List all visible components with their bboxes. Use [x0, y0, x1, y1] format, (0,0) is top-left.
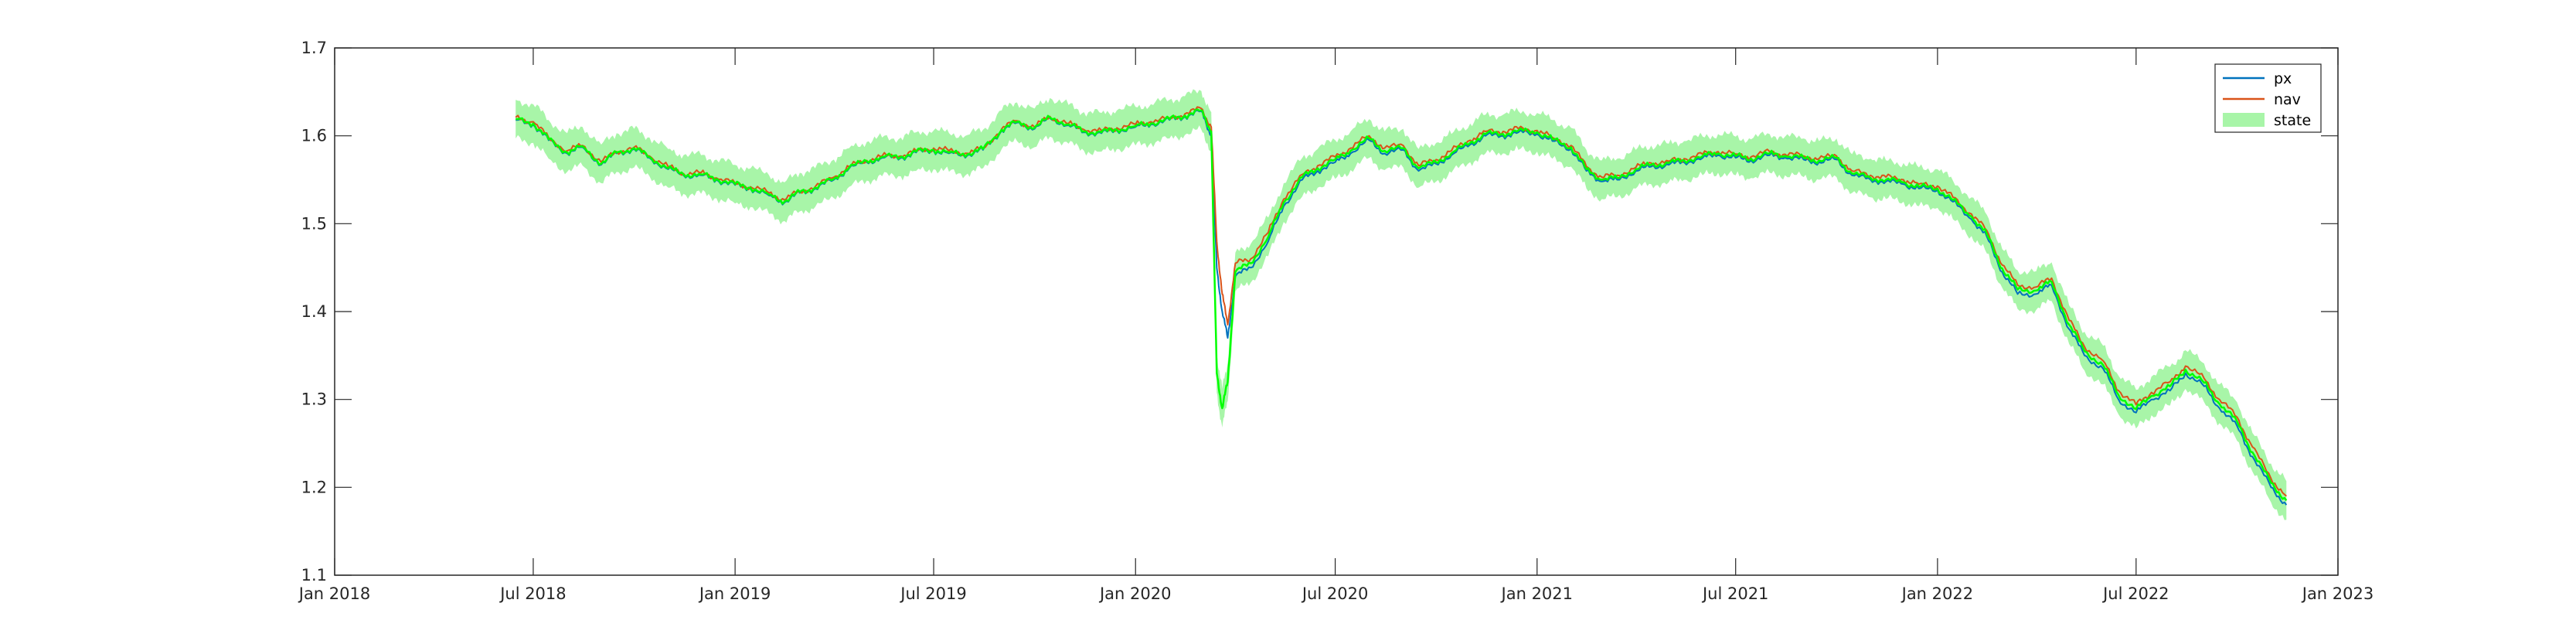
y-tick-label: 1.1 [301, 566, 327, 584]
y-tick-label: 1.7 [301, 39, 327, 57]
x-tick-label: Jan 2019 [698, 584, 771, 603]
x-tick-label: Jul 2022 [2101, 584, 2169, 603]
legend-label-nav: nav [2274, 91, 2301, 108]
x-tick-label: Jan 2021 [1500, 584, 1574, 603]
x-tick-label: Jul 2020 [1301, 584, 1368, 603]
y-axis: 1.1 1.2 1.3 1.4 1.5 1.6 1.7 [301, 39, 2338, 584]
legend: px nav state [2214, 63, 2322, 133]
y-tick-label: 1.2 [301, 478, 327, 496]
x-tick-label: Jan 2018 [298, 584, 371, 603]
x-tick-label: Jul 2018 [499, 584, 566, 603]
x-axis: Jan 2018 Jul 2018 Jan 2019 Jul 2019 Jan 2020… [298, 48, 2374, 603]
x-tick-label: Jul 2021 [1701, 584, 1768, 603]
x-tick-label: Jan 2022 [1901, 584, 1974, 603]
series-line-layer [515, 106, 2288, 506]
y-tick-label: 1.4 [301, 302, 327, 321]
plot-area: Jan 2018 Jul 2018 Jan 2019 Jul 2019 Jan 2020… [298, 39, 2374, 603]
y-tick-label: 1.3 [301, 390, 327, 409]
y-tick-label: 1.6 [301, 127, 327, 145]
x-tick-label: Jan 2023 [2301, 584, 2374, 603]
x-tick-label: Jul 2019 [899, 584, 966, 603]
x-tick-label: Jan 2020 [1098, 584, 1172, 603]
series-line-state [516, 108, 2288, 502]
legend-label-state: state [2274, 112, 2311, 129]
legend-label-px: px [2274, 70, 2292, 87]
axes-box [334, 47, 2339, 576]
y-tick-label: 1.5 [301, 214, 327, 233]
legend-swatch-state [2223, 113, 2265, 127]
